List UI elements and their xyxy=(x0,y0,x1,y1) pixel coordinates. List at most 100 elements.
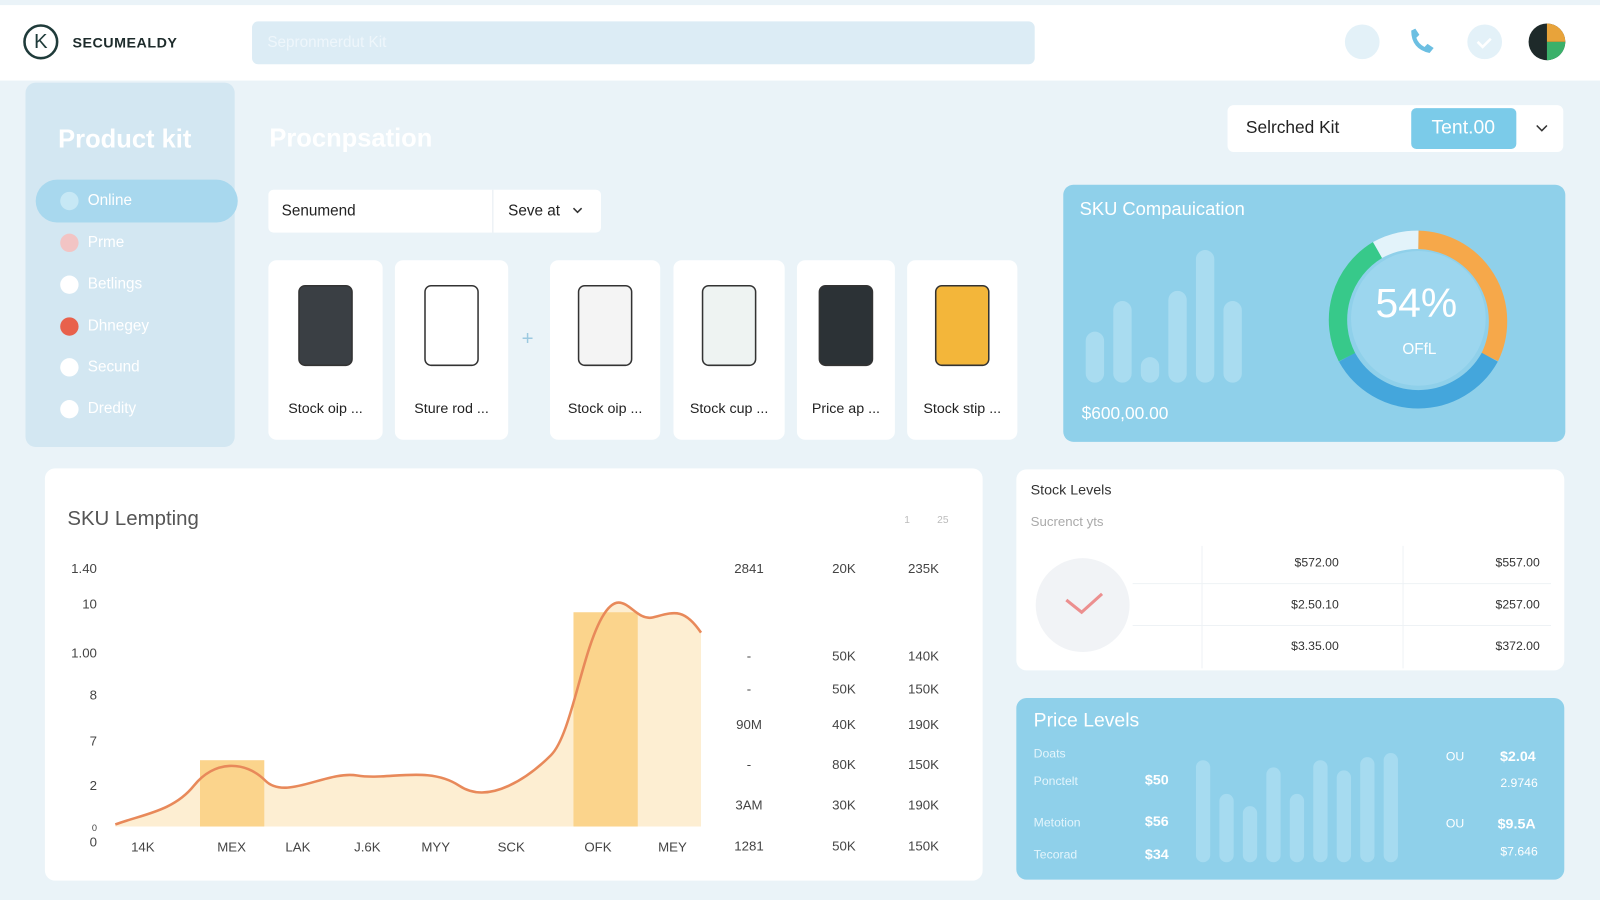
sort-label: Seve at xyxy=(508,202,561,219)
sidebar-icon xyxy=(60,358,79,377)
sidebar-item[interactable]: Dhnegey xyxy=(88,318,150,335)
pager[interactable]: 1 xyxy=(904,515,910,526)
table-value: 190K xyxy=(908,798,939,813)
sidebar-icon xyxy=(60,191,79,211)
x-label: MEY xyxy=(658,839,687,854)
table-value: 30K xyxy=(832,798,856,813)
check-glyph xyxy=(1476,37,1492,49)
stock-subtitle: Sucrenct yts xyxy=(1031,514,1104,529)
y-label: 0 xyxy=(92,823,97,833)
table-value: 40K xyxy=(832,717,856,732)
sidebar-item[interactable]: Betlings xyxy=(88,276,143,293)
product-label: Stock stip ... xyxy=(923,401,1001,417)
stock-value: $557.00 xyxy=(1496,555,1540,569)
search-placeholder: Sepronmerdut Kit xyxy=(267,34,387,51)
table-value: - xyxy=(747,681,751,696)
y-label: 1.40 xyxy=(71,561,97,576)
area-highlight xyxy=(573,612,638,827)
x-label: OFK xyxy=(584,839,611,854)
area xyxy=(115,602,702,827)
decor-bars xyxy=(1085,250,1242,383)
avatar-part xyxy=(1546,23,1566,42)
table-value: 235K xyxy=(908,561,939,576)
trend-card xyxy=(44,468,983,881)
product-image xyxy=(934,284,990,367)
sidebar-item[interactable]: Prme xyxy=(88,234,125,251)
decor-bars xyxy=(1195,753,1398,863)
table-value: 190K xyxy=(908,717,939,732)
sidebar-item[interactable]: Secund xyxy=(88,358,140,375)
lock-icon[interactable] xyxy=(1344,24,1380,60)
table-value: 150K xyxy=(908,681,939,696)
kit-button[interactable] xyxy=(1411,108,1517,149)
product-label: Stock oip ... xyxy=(288,401,363,417)
sidebar-item[interactable]: Online xyxy=(88,192,132,209)
stock-value: $2.50.10 xyxy=(1291,597,1339,611)
y-label: 7 xyxy=(90,733,97,748)
y-label: 8 xyxy=(90,687,97,702)
check-glyph xyxy=(1065,592,1104,615)
table-value: 50K xyxy=(832,681,856,696)
x-label: MEX xyxy=(217,839,246,854)
check-icon[interactable] xyxy=(1467,24,1503,60)
sidebar-active-item[interactable] xyxy=(35,179,238,223)
donut-percent: 54% xyxy=(1375,280,1457,326)
donut-center xyxy=(1351,251,1486,386)
stock-card xyxy=(1016,469,1565,671)
sidebar-icon xyxy=(60,400,79,419)
pager[interactable]: 25 xyxy=(937,515,949,526)
table-value: 20K xyxy=(832,561,856,576)
stock-value: $3.35.00 xyxy=(1291,639,1339,653)
product-label: Stock cup ... xyxy=(690,401,769,417)
table-value: 3AM xyxy=(735,798,762,813)
table-value: - xyxy=(747,757,751,772)
x-label: MYY xyxy=(421,839,450,854)
sidebar-icon xyxy=(60,275,79,294)
status-circle xyxy=(1035,558,1130,653)
table-value: 150K xyxy=(908,757,939,772)
x-label: 14K xyxy=(131,839,155,854)
table-value: 150K xyxy=(908,838,939,853)
product-label: Sture rod ... xyxy=(414,401,489,417)
price-right: $2.04 xyxy=(1500,749,1536,765)
sidebar-item[interactable]: Dredity xyxy=(88,400,137,417)
price-right: OU xyxy=(1446,749,1464,763)
kit-label: Selrched Kit xyxy=(1246,117,1340,137)
table-value: 140K xyxy=(908,649,939,664)
product-label: Price ap ... xyxy=(812,401,880,417)
price-value: $56 xyxy=(1145,814,1169,830)
y-label: 2 xyxy=(90,778,97,793)
price-value: $50 xyxy=(1145,772,1169,788)
filter-box[interactable] xyxy=(268,189,602,233)
chevron xyxy=(572,207,583,214)
x-label: LAK xyxy=(285,839,310,854)
sidebar xyxy=(25,82,235,447)
logo[interactable] xyxy=(23,24,59,60)
trend-title: SKU Lempting xyxy=(67,508,198,530)
y-label: 1.00 xyxy=(71,646,97,661)
table-grid xyxy=(1132,545,1552,669)
product-image xyxy=(818,284,874,367)
product-label: Stock oip ... xyxy=(568,401,643,417)
price-value: $34 xyxy=(1145,847,1169,863)
table-value: 80K xyxy=(832,757,856,772)
table-value: - xyxy=(747,649,751,664)
price-card xyxy=(1016,697,1565,880)
stock-value: $257.00 xyxy=(1496,597,1540,611)
table-value: 50K xyxy=(832,838,856,853)
stock-title: Stock Levels xyxy=(1031,483,1112,499)
chevron xyxy=(1536,124,1548,132)
price-right: OU xyxy=(1446,817,1464,831)
sku-card-title: SKU Compauication xyxy=(1080,198,1245,219)
table-value: 2841 xyxy=(734,561,763,576)
x-label: J.6K xyxy=(354,839,381,854)
sidebar-icon xyxy=(60,233,79,253)
price-label: Tecorad xyxy=(1034,847,1078,861)
y-label: 0 xyxy=(90,834,97,849)
area-line xyxy=(114,601,703,826)
phone-icon[interactable] xyxy=(1411,28,1434,54)
stock-value: $572.00 xyxy=(1295,555,1339,569)
search-bar[interactable] xyxy=(252,21,1035,65)
